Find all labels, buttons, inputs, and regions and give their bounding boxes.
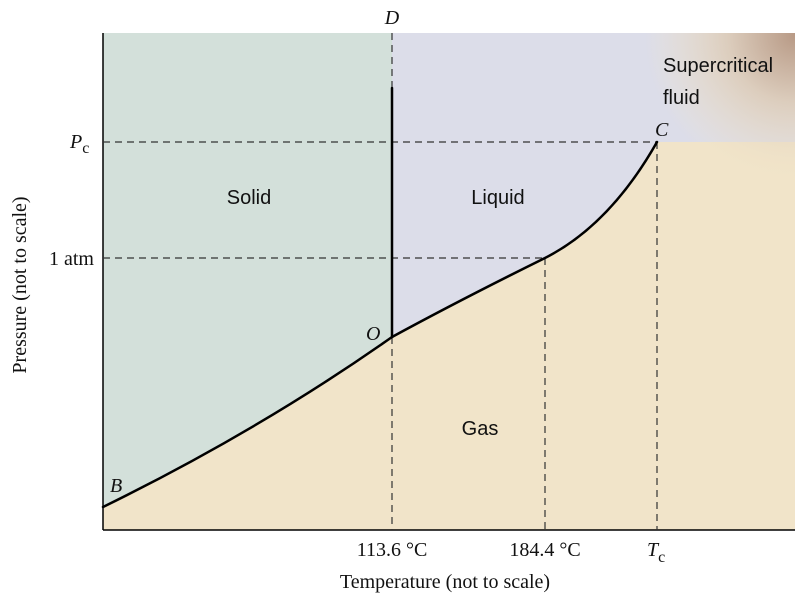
triple-temp-label: 113.6 °C <box>357 539 428 561</box>
one-atm-label: 1 atm <box>49 248 94 270</box>
supercritical-label-line1: Supercritical <box>663 55 773 77</box>
point-b-label: B <box>110 475 122 497</box>
sublimation-curve <box>101 335 394 509</box>
critical-pressure-main: P <box>69 131 82 153</box>
point-c-label: C <box>655 119 669 141</box>
critical-pressure-label: Pc <box>69 131 89 157</box>
critical-temp-label: Tc <box>647 539 665 566</box>
point-o-label: O <box>366 323 380 345</box>
vaporization-curve <box>390 140 659 339</box>
solid-label: Solid <box>227 187 271 209</box>
x-axis-title: Temperature (not to scale) <box>340 571 550 593</box>
solid-region <box>103 33 392 507</box>
point-d-label: D <box>384 7 400 29</box>
liquid-label: Liquid <box>471 187 524 209</box>
y-axis-title: Pressure (not to scale) <box>9 196 31 373</box>
supercritical-region <box>560 33 795 233</box>
critical-temp-main: T <box>647 539 660 561</box>
supercritical-label-line2: fluid <box>663 87 700 109</box>
critical-pressure-sub: c <box>82 140 89 157</box>
gas-label: Gas <box>462 418 499 440</box>
critical-temp-sub: c <box>658 549 665 566</box>
boiling-temp-label: 184.4 °C <box>509 539 580 561</box>
